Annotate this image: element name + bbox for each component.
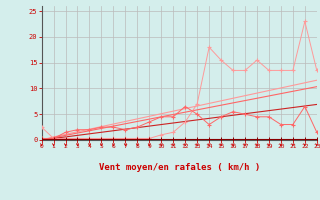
X-axis label: Vent moyen/en rafales ( km/h ): Vent moyen/en rafales ( km/h ) (99, 163, 260, 172)
